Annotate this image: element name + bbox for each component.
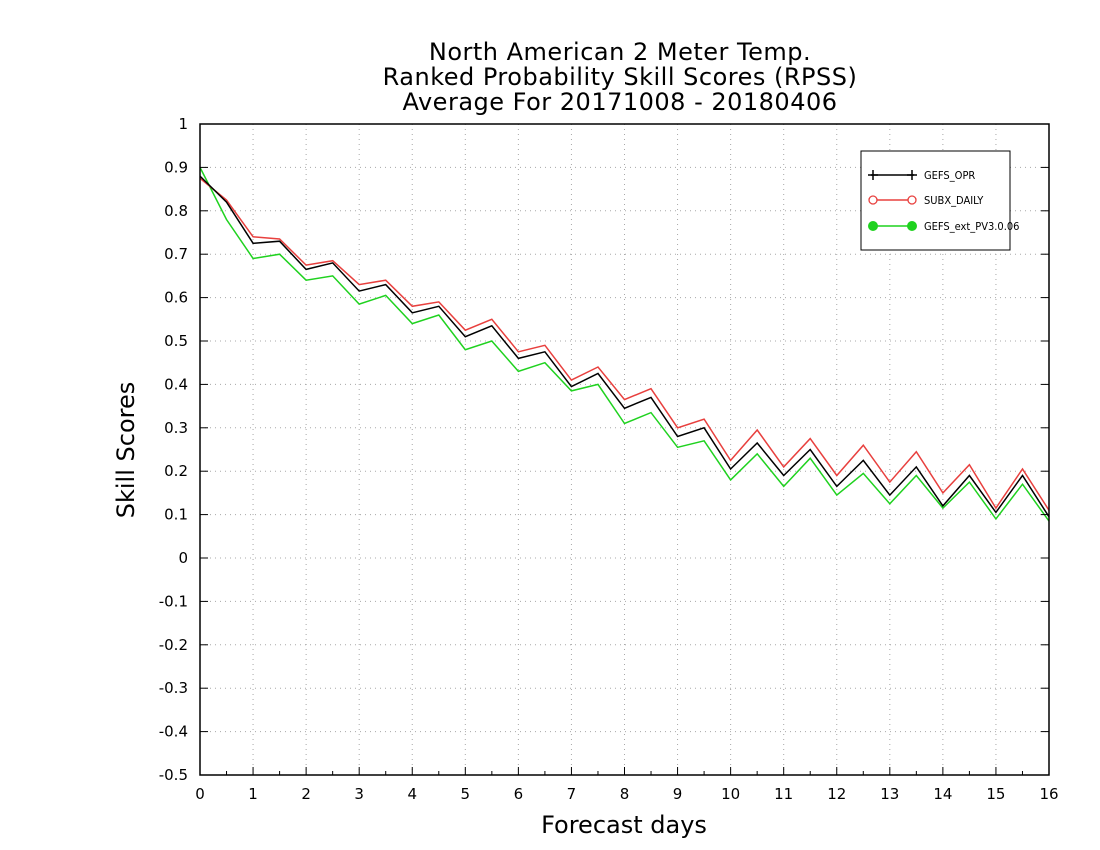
chart-title-line-2: Ranked Probability Skill Scores (RPSS) (382, 63, 858, 91)
x-tick-label: 14 (933, 785, 952, 803)
legend-marker-open-circle (907, 195, 917, 205)
y-tick-label: 0.5 (164, 332, 188, 350)
legend-label-subx-daily: SUBX_DAILY (924, 194, 984, 207)
chart-title-line-1: North American 2 Meter Temp. (428, 38, 812, 66)
legend-label-gefs-opr: GEFS_OPR (924, 169, 975, 182)
y-tick-label: 0.1 (164, 506, 188, 524)
legend-label-gefs-ext-pv3-0-06: GEFS_ext_PV3.0.06 (924, 220, 1019, 233)
y-tick-label: 0.4 (164, 375, 188, 393)
y-tick-label: -0.4 (159, 723, 188, 741)
x-tick-label: 7 (567, 785, 577, 803)
x-tick-label: 8 (620, 785, 630, 803)
x-tick-label: 3 (354, 785, 364, 803)
x-tick-label: 13 (880, 785, 899, 803)
y-tick-label: 1 (178, 115, 188, 133)
series-line-gefs-opr (199, 175, 1050, 518)
x-tick-label: 6 (514, 785, 524, 803)
x-tick-label: 11 (774, 785, 793, 803)
y-tick-label: 0.8 (164, 202, 188, 220)
series-line-gefs-ext-pv3-0-06 (199, 167, 1050, 522)
legend-marker-filled-circle (907, 221, 917, 231)
series-layer (199, 167, 1050, 522)
y-tick-label: 0.6 (164, 289, 188, 307)
x-tick-label: 1 (248, 785, 258, 803)
series-line-subx-daily (199, 177, 1050, 511)
x-tick-label: 5 (461, 785, 471, 803)
x-tick-label: 10 (721, 785, 740, 803)
x-tick-label: 9 (673, 785, 683, 803)
x-axis-title: Forecast days (541, 811, 707, 839)
x-tick-label: 0 (195, 785, 205, 803)
axis-ticks: 0 1 2 3 4 5 6 7 8 9 10 11 12 13 14 15 1610.90.80.70.60.5… (159, 115, 1059, 803)
x-tick-label: 4 (407, 785, 417, 803)
y-tick-label: 0 (178, 549, 188, 567)
y-tick-label: -0.2 (159, 636, 188, 654)
y-tick-label: -0.3 (159, 679, 188, 697)
y-tick-label: 0.2 (164, 462, 188, 480)
x-tick-label: 12 (827, 785, 846, 803)
y-tick-label: -0.1 (159, 592, 188, 610)
y-tick-label: 0.3 (164, 419, 188, 437)
legend-marker-filled-circle (868, 221, 878, 231)
x-tick-label: 2 (301, 785, 311, 803)
y-tick-label: -0.5 (159, 766, 188, 784)
x-tick-label: 15 (986, 785, 1005, 803)
chart-title-line-3: Average For 20171008 - 20180406 (402, 88, 838, 116)
grid (200, 124, 1049, 775)
legend-marker-open-circle (868, 195, 878, 205)
x-tick-label: 16 (1039, 785, 1058, 803)
y-tick-label: 0.9 (164, 158, 188, 176)
legend: GEFS_OPR SUBX_DAILY GEFS_ext_PV3.0.06 (860, 150, 1019, 251)
y-tick-label: 0.7 (164, 245, 188, 263)
y-axis-title: Skill Scores (112, 382, 140, 519)
